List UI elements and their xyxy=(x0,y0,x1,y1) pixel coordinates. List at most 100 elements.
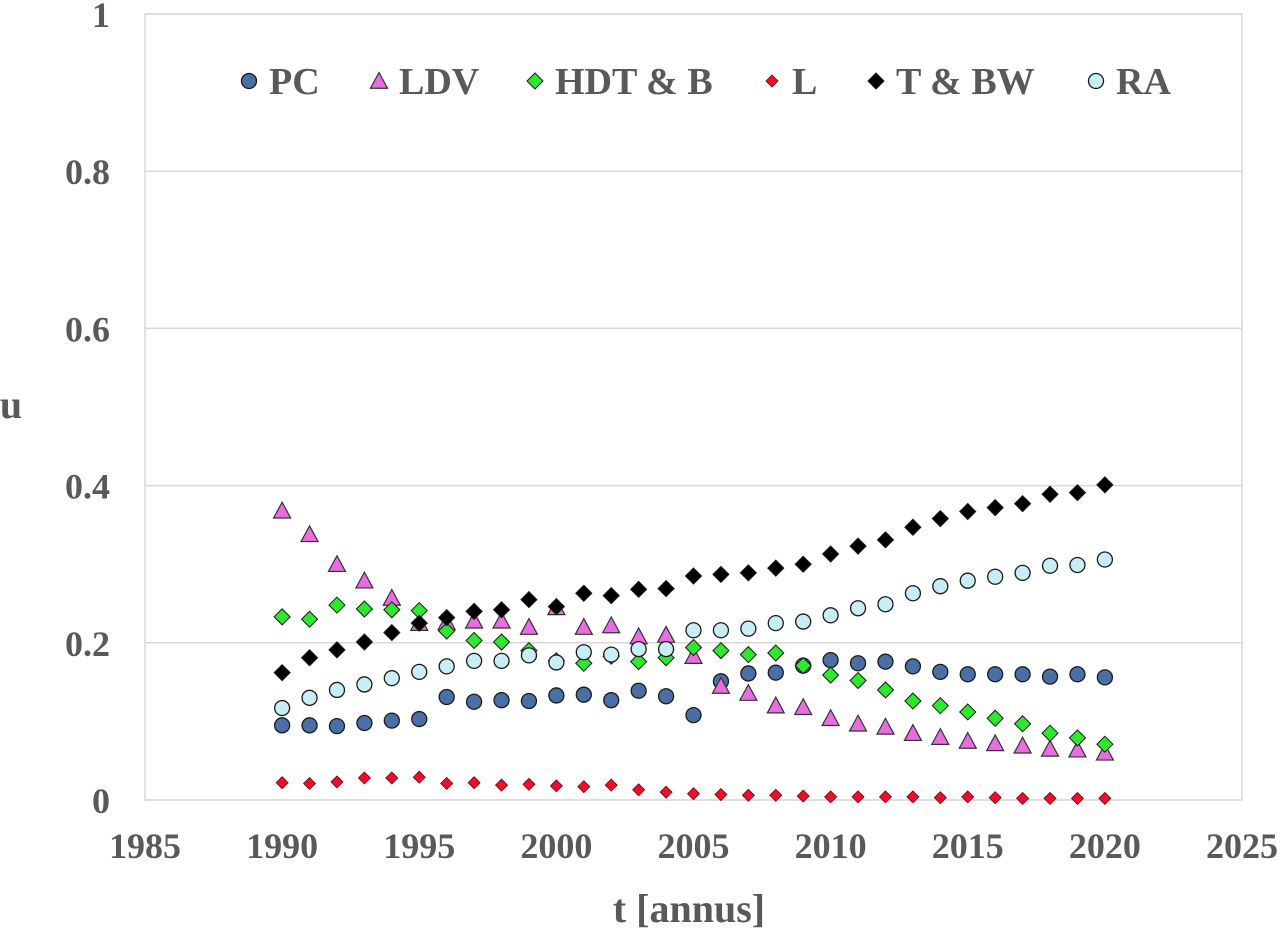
data-point-ldv xyxy=(738,683,758,701)
data-point-hdt-b xyxy=(300,610,319,628)
x-tick-label: 1995 xyxy=(383,826,455,866)
data-point-pc xyxy=(849,655,867,672)
data-point-l xyxy=(412,770,426,784)
data-point-hdt-b xyxy=(739,645,758,664)
legend-item-t-bw: T & BW xyxy=(867,61,1035,103)
x-tick-label: 1985 xyxy=(109,826,181,866)
x-tick-label: 1990 xyxy=(246,826,318,866)
y-tick-label: 0.2 xyxy=(65,624,110,664)
data-point-ra xyxy=(493,652,510,670)
data-point-l xyxy=(1070,791,1085,805)
data-point-pc xyxy=(904,658,922,675)
data-point-pc xyxy=(685,706,702,724)
data-point-t-bw xyxy=(931,509,950,528)
data-point-l xyxy=(467,776,481,790)
data-point-pc xyxy=(1041,668,1059,685)
data-point-pc xyxy=(465,693,483,710)
data-point-pc xyxy=(438,688,455,706)
legend-marker-hdt-b xyxy=(526,72,544,90)
data-point-l xyxy=(933,791,947,805)
data-point-pc xyxy=(987,666,1004,683)
data-point-t-bw xyxy=(684,567,703,585)
data-point-ra xyxy=(328,681,346,699)
data-point-t-bw xyxy=(1068,483,1087,502)
legend-marker-ldv xyxy=(369,71,389,89)
data-point-hdt-b xyxy=(465,631,483,650)
data-point-t-bw xyxy=(1096,476,1114,494)
data-point-t-bw xyxy=(629,580,648,599)
data-point-l xyxy=(714,787,728,802)
data-point-l xyxy=(549,779,563,793)
data-point-t-bw xyxy=(794,555,812,573)
data-point-ra xyxy=(1096,551,1114,568)
data-point-pc xyxy=(630,682,647,699)
data-point-pc xyxy=(383,712,400,729)
y-axis-title: u xyxy=(0,382,22,427)
data-point-ldv xyxy=(300,524,320,543)
data-point-pc xyxy=(1096,669,1114,686)
data-point-ra xyxy=(849,600,867,617)
data-point-ra xyxy=(987,568,1004,585)
legend-label-ra: RA xyxy=(1116,61,1171,103)
data-point-ldv xyxy=(656,625,676,643)
data-point-t-bw xyxy=(547,597,566,616)
x-tick-label: 2000 xyxy=(520,826,592,866)
data-point-ra xyxy=(1069,556,1086,574)
data-point-pc xyxy=(520,692,538,710)
data-point-hdt-b xyxy=(986,709,1004,727)
data-point-t-bw xyxy=(821,545,840,563)
data-point-ldv xyxy=(601,615,621,634)
legend-item-ldv: LDV xyxy=(369,61,480,103)
data-point-ra xyxy=(767,615,784,632)
data-point-l xyxy=(796,789,810,803)
data-point-hdt-b xyxy=(1068,729,1087,747)
data-point-ra xyxy=(877,596,894,613)
data-point-hdt-b xyxy=(767,644,785,662)
data-point-l xyxy=(302,776,317,791)
legend-item-l: L xyxy=(765,61,817,103)
data-point-pc xyxy=(1014,666,1031,683)
data-point-ldv xyxy=(875,717,895,735)
legend-label-l: L xyxy=(792,61,817,103)
series-pc xyxy=(273,651,1114,735)
legend-label-t-bw: T & BW xyxy=(896,61,1035,103)
data-point-l xyxy=(577,780,591,794)
legend: PC LDV HDT & B L T & BW RA xyxy=(240,61,1171,103)
data-point-l xyxy=(988,791,1002,805)
data-point-ldv xyxy=(574,617,594,635)
data-point-t-bw xyxy=(986,498,1004,517)
data-point-ra xyxy=(356,676,373,693)
data-point-ra xyxy=(685,622,702,639)
data-point-l xyxy=(440,776,454,791)
data-point-ldv xyxy=(327,554,347,573)
data-point-l xyxy=(494,778,509,792)
data-point-t-bw xyxy=(712,565,730,584)
data-point-ra xyxy=(712,622,730,639)
data-point-l xyxy=(522,777,536,791)
data-point-hdt-b xyxy=(355,600,374,618)
data-point-hdt-b xyxy=(794,656,812,675)
data-point-ldv xyxy=(766,695,786,714)
data-point-t-bw xyxy=(383,623,401,642)
data-point-hdt-b xyxy=(712,641,730,660)
data-point-ldv xyxy=(985,733,1005,752)
legend-item-pc: PC xyxy=(240,61,320,103)
data-point-ldv xyxy=(1067,739,1087,758)
data-point-ra xyxy=(822,607,839,624)
data-point-pc xyxy=(411,710,428,728)
data-point-t-bw xyxy=(602,586,620,605)
legend-item-hdt-b: HDT & B xyxy=(526,61,713,103)
y-tick-label: 0 xyxy=(92,781,110,821)
data-point-l xyxy=(851,790,865,804)
data-point-ra xyxy=(1014,564,1031,581)
data-point-pc xyxy=(548,687,565,704)
data-point-hdt-b xyxy=(383,601,401,619)
data-point-ra xyxy=(740,620,757,637)
data-point-pc xyxy=(1069,666,1086,683)
data-point-ldv xyxy=(354,570,374,589)
data-point-l xyxy=(330,775,344,789)
data-point-pc xyxy=(575,686,592,703)
data-point-ldv xyxy=(793,697,813,716)
data-point-t-bw xyxy=(739,564,758,582)
